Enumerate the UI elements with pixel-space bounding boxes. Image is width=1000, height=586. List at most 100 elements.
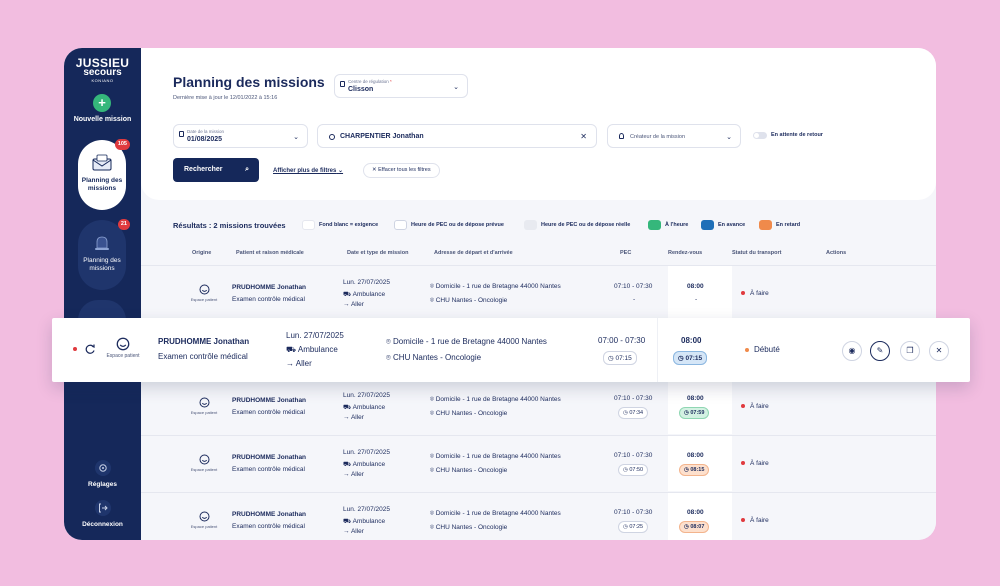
departure-label: Domicile - 1 rue de Bretagne 44000 Nante… bbox=[435, 283, 561, 290]
header-pec: PEC bbox=[620, 250, 632, 256]
table-row[interactable]: Espace patient PRUDHOMME Jonathan Examen… bbox=[141, 492, 936, 540]
search-input[interactable]: CHARPENTIER Jonathan ✕ bbox=[317, 124, 597, 148]
smile-icon bbox=[199, 511, 209, 522]
last-update: Dernière mise à jour le 12/01/2022 à 15:… bbox=[173, 95, 278, 101]
rdv-planned: 08:00 bbox=[687, 395, 704, 402]
departure-label: Domicile - 1 rue de Bretagne 44000 Nante… bbox=[435, 453, 561, 460]
rdv-real-value: 07:59 bbox=[690, 410, 705, 416]
alert-dot bbox=[73, 347, 77, 351]
origin-label: Espace patient bbox=[190, 524, 218, 529]
refresh-icon[interactable] bbox=[84, 343, 96, 355]
patient-name: PRUDHOMME Jonathan bbox=[232, 397, 307, 404]
centre-value: Clisson bbox=[348, 86, 374, 93]
clock-icon: ◷ bbox=[608, 355, 616, 362]
alerts-badge: 21 bbox=[117, 219, 130, 231]
legend-label: Heure de PEC ou de dépose prévue bbox=[411, 222, 504, 228]
arrival-address: ⌾ CHU Nantes - Oncologie bbox=[430, 297, 507, 305]
legend-label: À l'heure bbox=[665, 222, 689, 228]
clear-search-icon[interactable]: ✕ bbox=[580, 132, 587, 141]
sidebar-item-logout[interactable]: Déconnexion bbox=[64, 500, 141, 528]
mission-type-label: Ambulance bbox=[352, 518, 386, 525]
new-mission-button[interactable]: + bbox=[93, 94, 111, 112]
new-mission-label[interactable]: Nouvelle mission bbox=[73, 116, 132, 123]
close-button[interactable]: ✕ bbox=[929, 341, 949, 361]
origin-label: Espace patient bbox=[190, 410, 218, 415]
chevron-down-icon: ⌄ bbox=[453, 84, 459, 91]
departure-label: Domicile - 1 rue de Bretagne 44000 Nante… bbox=[393, 337, 547, 346]
pin-icon: ⌾ bbox=[386, 337, 394, 346]
origin-label: Espace patient bbox=[190, 467, 218, 472]
medical-reason: Examen contrôle médical bbox=[232, 523, 305, 530]
table-row[interactable]: Espace patient PRUDHOMME Jonathan Examen… bbox=[141, 265, 936, 321]
header-address: Adresse de départ et d'arrivée bbox=[434, 250, 513, 256]
status-badge: À faire bbox=[741, 460, 769, 467]
pencil-icon: ✎ bbox=[876, 346, 884, 355]
return-toggle[interactable] bbox=[753, 132, 767, 139]
creator-select[interactable]: Créateur de la mission ⌄ bbox=[607, 124, 741, 148]
ambulance-icon: ⛟ bbox=[286, 345, 298, 354]
header-date: Date et type de mission bbox=[347, 250, 409, 256]
pin-icon: ⌾ bbox=[430, 396, 436, 403]
search-button-label: Rechercher bbox=[184, 166, 223, 173]
status-badge: À faire bbox=[741, 517, 769, 524]
highlighted-row[interactable]: Espace patient PRUDHOMME Jonathan Examen… bbox=[52, 318, 970, 382]
mission-type-label: Ambulance bbox=[352, 461, 386, 468]
status-dot bbox=[741, 404, 745, 409]
status-badge: À faire bbox=[741, 403, 769, 410]
rdv-real: ◷ 08:07 bbox=[679, 521, 710, 533]
arrival-address: ⌾ CHU Nantes - Oncologie bbox=[386, 353, 481, 363]
pin-icon: ⌾ bbox=[430, 510, 436, 517]
arrival-label: CHU Nantes - Oncologie bbox=[393, 353, 482, 362]
logout-icon bbox=[94, 500, 111, 516]
chevron-down-icon: ⌄ bbox=[726, 134, 732, 141]
sidebar-item-settings[interactable]: Réglages bbox=[64, 460, 141, 488]
search-value: CHARPENTIER Jonathan bbox=[340, 133, 424, 140]
sidebar-item-planning[interactable]: 105 Planning des missions bbox=[78, 139, 130, 210]
legend-swatch bbox=[302, 220, 315, 230]
status-dot bbox=[741, 291, 745, 296]
creator-placeholder: Créateur de la mission bbox=[630, 134, 686, 140]
page-title: Planning des missions bbox=[173, 74, 325, 90]
chevron-down-icon: ⌄ bbox=[338, 168, 344, 174]
mission-direction: → Aller bbox=[343, 471, 364, 478]
sidebar-item-alerts[interactable]: 21 Planning des missions bbox=[78, 219, 130, 290]
rdv-real-pill: ◷ 07:59 bbox=[679, 407, 710, 419]
mission-direction-label: Aller bbox=[350, 301, 364, 308]
centre-select[interactable]: Centre de régulation * Clisson ⌄ bbox=[334, 74, 468, 98]
legend-label: Fond blanc = exigence bbox=[319, 222, 379, 228]
table-row[interactable]: Espace patient PRUDHOMME Jonathan Examen… bbox=[141, 378, 936, 434]
departure-address: ⌾ Domicile - 1 rue de Bretagne 44000 Nan… bbox=[430, 396, 561, 404]
rdv-real-pill: ◷ 07:15 bbox=[673, 351, 708, 365]
pec-real: - bbox=[633, 296, 636, 303]
edit-button[interactable]: ✎ bbox=[870, 341, 890, 361]
return-toggle-label: En attente de retour bbox=[771, 132, 823, 138]
more-filters-link[interactable]: Afficher plus de filtres ⌄ bbox=[273, 167, 343, 174]
departure-address: ⌾ Domicile - 1 rue de Bretagne 44000 Nan… bbox=[430, 283, 561, 291]
medical-reason: Examen contrôle médical bbox=[158, 352, 248, 361]
rdv-planned: 08:00 bbox=[687, 452, 704, 459]
smile-icon bbox=[199, 284, 209, 295]
status-label: À faire bbox=[750, 290, 769, 297]
pec-real-pill: ◷ 07:15 bbox=[603, 351, 637, 365]
status-dot bbox=[741, 461, 745, 466]
legend-real: Heure de PEC ou de dépose réelle bbox=[524, 220, 630, 230]
pec-real-value: 07:34 bbox=[629, 410, 644, 416]
smile-icon bbox=[199, 397, 209, 408]
smile-icon bbox=[116, 337, 130, 351]
search-icon: ⌕ bbox=[245, 166, 249, 173]
rdv-real-value: 07:15 bbox=[685, 355, 703, 362]
origin-cell: Espace patient bbox=[104, 337, 142, 359]
patient-name: PRUDHOMME Jonathan bbox=[158, 337, 250, 346]
ambulance-icon: ⛟ bbox=[343, 461, 353, 468]
patient-name: PRUDHOMME Jonathan bbox=[232, 454, 307, 461]
pec-planned: 07:10 - 07:30 bbox=[614, 283, 653, 290]
duplicate-button[interactable]: ❐ bbox=[900, 341, 920, 361]
date-select[interactable]: Date de la mission 01/08/2025 ⌄ bbox=[173, 124, 308, 148]
table-row[interactable]: Espace patient PRUDHOMME Jonathan Examen… bbox=[141, 435, 936, 491]
legend-late: En retard bbox=[759, 220, 800, 230]
arrival-label: CHU Nantes - Oncologie bbox=[435, 297, 508, 304]
search-button[interactable]: Rechercher ⌕ bbox=[173, 158, 259, 182]
view-button[interactable]: ◉ bbox=[842, 341, 862, 361]
clear-filters-button[interactable]: ✕ Effacer tous les filtres bbox=[363, 163, 440, 178]
pin-icon: ⌾ bbox=[430, 410, 436, 417]
